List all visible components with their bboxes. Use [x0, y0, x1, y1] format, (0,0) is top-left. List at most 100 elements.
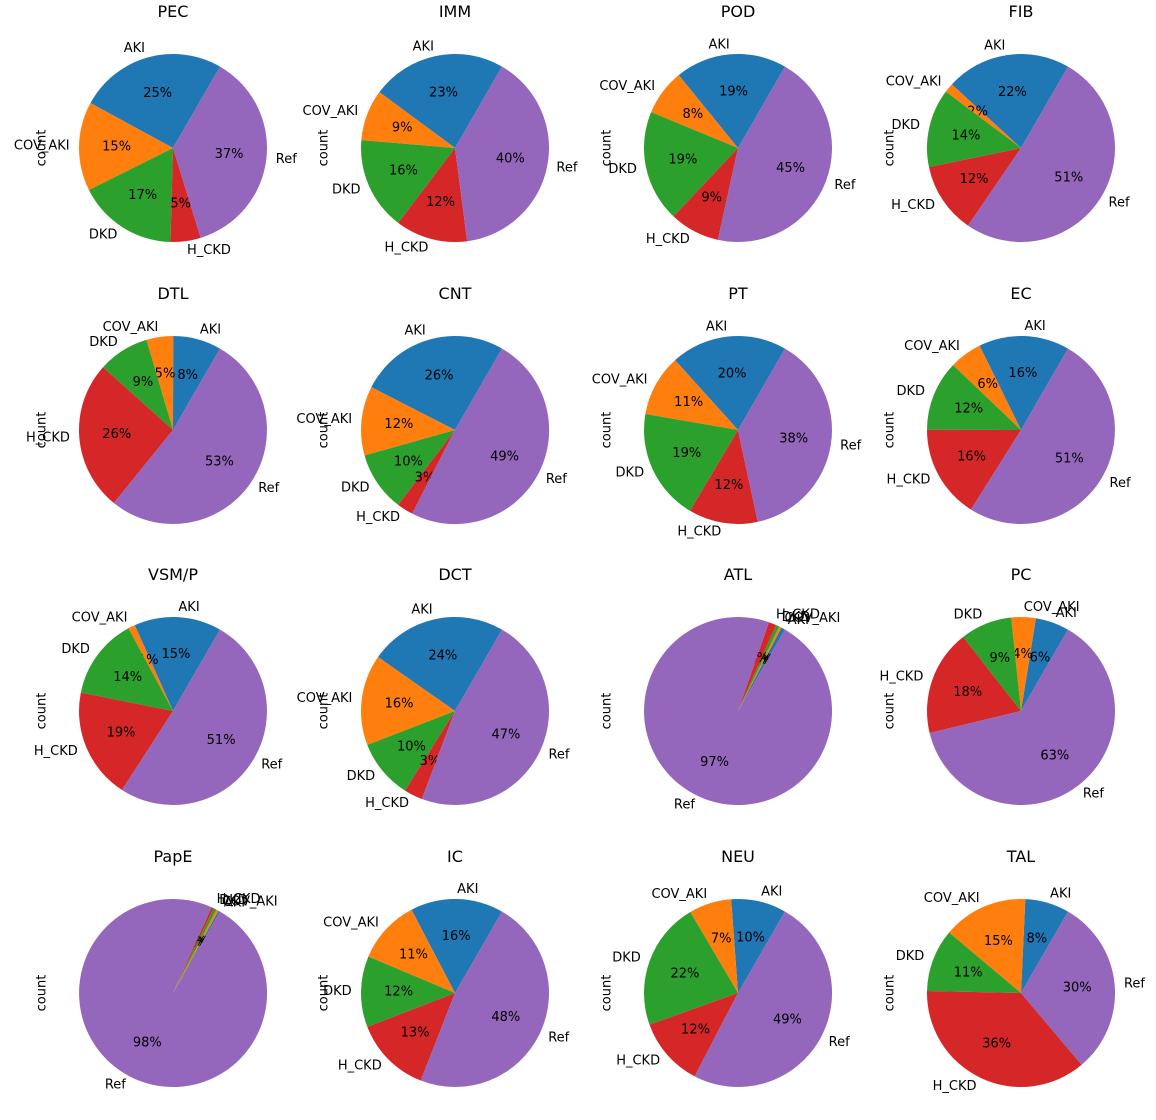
category-label: Ref: [1109, 196, 1130, 211]
category-label: DKD: [954, 608, 983, 623]
pie-slice-tal-ref: [1021, 911, 1116, 1065]
pie-slice-pec-h_ckd: [170, 148, 201, 243]
pie-title: DCT: [438, 565, 471, 584]
category-label: H_CKD: [646, 232, 690, 247]
pie-slice-pape-h_ckd: [173, 907, 214, 993]
category-label: AKI: [788, 613, 809, 628]
pie-slice-pt-aki: [675, 335, 785, 430]
pie-title: TAL: [1006, 847, 1035, 866]
pct-label: 12%: [426, 195, 455, 210]
y-axis-label: count: [883, 693, 898, 730]
pct-label: 53%: [205, 454, 234, 469]
pct-label: 97%: [700, 755, 729, 770]
category-label: DKD: [616, 466, 645, 481]
pie-slice-atl-cov_aki: [738, 626, 782, 711]
category-label: Ref: [834, 178, 855, 193]
pie-slice-fib-aki: [951, 53, 1068, 148]
pct-label: 9%: [133, 375, 154, 390]
pct-label: 12%: [384, 417, 413, 432]
pie-slice-pt-h_ckd: [689, 430, 758, 524]
pie-slice-pape-aki: [173, 910, 220, 993]
category-label: COV_AKI: [924, 891, 980, 906]
pie-slice-ic-dkd: [360, 956, 455, 1027]
category-label: AKI: [200, 323, 221, 338]
y-axis-label: count: [35, 412, 50, 449]
pie-title: VSM/P: [148, 565, 198, 584]
pct-label: 5%: [155, 367, 176, 382]
category-label: H_CKD: [217, 892, 261, 907]
pie-slice-neu-h_ckd: [649, 993, 738, 1077]
category-label: COV_AKI: [904, 339, 960, 354]
pct-label: 10%: [736, 931, 765, 946]
category-label: COV_AKI: [599, 79, 655, 94]
pie-slice-dtl-cov_aki: [146, 335, 174, 430]
category-label: Ref: [1083, 786, 1104, 801]
pct-label: 22%: [671, 966, 700, 981]
pie-slice-pape-dkd: [173, 908, 217, 993]
category-label: Ref: [276, 152, 297, 167]
category-label: Ref: [105, 1078, 126, 1093]
pct-label: 40%: [496, 152, 525, 167]
category-label: DKD: [219, 893, 248, 908]
pie-slice-imm-ref: [455, 66, 550, 242]
pie-slice-pt-dkd: [643, 413, 738, 511]
pie-title: PapE: [154, 847, 193, 866]
category-label: H_CKD: [356, 510, 400, 525]
pct-label: 45%: [776, 161, 805, 176]
pct-label: 19%: [672, 446, 701, 461]
pct-label: 7%: [711, 932, 732, 947]
pie-slice-pod-dkd: [644, 112, 738, 217]
pie-slice-imm-aki: [379, 53, 502, 148]
pie-slice-atl-aki: [738, 627, 785, 711]
pct-label: 8%: [1027, 931, 1048, 946]
pct-label: 51%: [207, 733, 236, 748]
pct-label: 12%: [954, 401, 983, 416]
pie-slice-vsm-p-ref: [121, 629, 267, 805]
pie-slice-pt-cov_aki: [645, 360, 738, 430]
pct-label: 23%: [429, 85, 458, 100]
category-label: DKD: [89, 228, 118, 243]
category-label: H_CKD: [385, 240, 429, 255]
category-label: COV_AKI: [323, 916, 379, 931]
y-axis-label: count: [883, 130, 898, 167]
category-label: DKD: [896, 949, 925, 964]
pie-slice-atl-ref: [644, 617, 833, 806]
y-axis-label: count: [600, 975, 615, 1012]
y-axis-label: count: [35, 693, 50, 730]
pct-label: 16%: [389, 163, 418, 178]
pie-slice-dct-ref: [421, 629, 550, 806]
category-label: COV_AKI: [592, 373, 648, 388]
pct-label: 36%: [982, 1036, 1011, 1051]
category-label: DKD: [608, 162, 637, 177]
y-axis-label: count: [600, 412, 615, 449]
pct-label: 13%: [401, 1025, 430, 1040]
category-label: Ref: [261, 757, 282, 772]
pct-label: 9%: [392, 121, 413, 136]
pie-slice-ec-cov_aki: [953, 345, 1021, 430]
pie-slice-atl-h_ckd: [738, 622, 777, 711]
pct-label: 6%: [977, 377, 998, 392]
pie-slice-dct-aki: [378, 616, 502, 711]
pct-label: 16%: [442, 929, 471, 944]
pct-label: 15%: [102, 140, 131, 155]
pie-title: PT: [728, 284, 748, 303]
category-label: H_CKD: [338, 1058, 382, 1073]
pct-label: 30%: [1063, 980, 1092, 995]
pct-label: 12%: [384, 985, 413, 1000]
category-label: AKI: [706, 320, 727, 335]
category-label: AKI: [411, 603, 432, 618]
pie-title: EC: [1010, 284, 1031, 303]
category-label: AKI: [178, 600, 199, 615]
pie-slice-pec-cov_aki: [79, 103, 173, 190]
pie-slice-imm-h_ckd: [398, 148, 468, 243]
pie-slice-pape-ref: [79, 899, 268, 1088]
pct-label: 51%: [1055, 452, 1084, 467]
pct-label: 22%: [998, 85, 1027, 100]
category-label: AKI: [761, 885, 782, 900]
pie-slice-vsm-p-h_ckd: [79, 692, 173, 790]
pie-slice-cnt-aki: [371, 335, 502, 430]
category-label: Ref: [829, 1035, 850, 1050]
pie-slice-atl-dkd: [738, 625, 780, 711]
category-label: H_CKD: [891, 198, 935, 213]
